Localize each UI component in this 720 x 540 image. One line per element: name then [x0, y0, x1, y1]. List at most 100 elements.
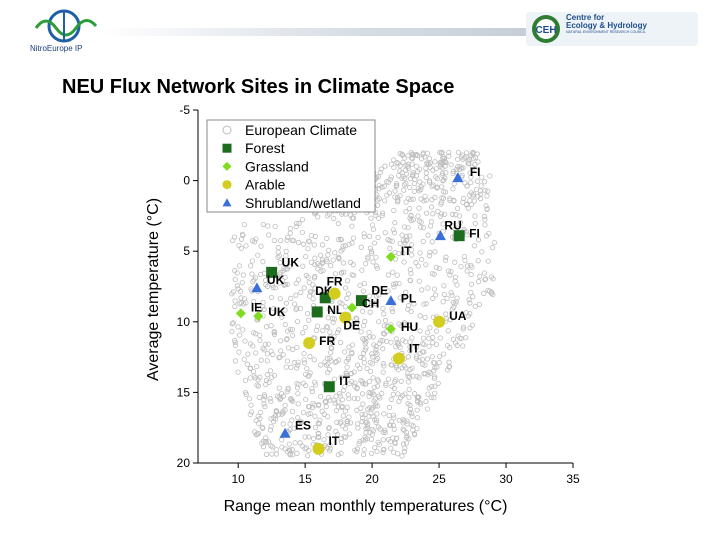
- climate-point: [416, 205, 422, 211]
- climate-point: [319, 257, 326, 263]
- climate-point: [264, 372, 270, 378]
- climate-point: [419, 349, 426, 355]
- climate-point: [373, 346, 379, 353]
- climate-point: [276, 385, 282, 391]
- climate-point: [439, 184, 445, 190]
- climate-point: [382, 163, 388, 169]
- climate-point: [271, 306, 277, 312]
- climate-point: [438, 162, 444, 168]
- climate-point: [445, 367, 451, 373]
- climate-point: [400, 295, 407, 301]
- climate-point: [410, 152, 416, 158]
- climate-point: [344, 295, 350, 301]
- climate-point: [331, 397, 337, 403]
- climate-point: [434, 364, 440, 370]
- climate-point: [440, 299, 446, 305]
- climate-point: [410, 170, 416, 176]
- climate-point: [380, 449, 386, 456]
- point-label: PL: [401, 292, 416, 306]
- climate-point: [344, 420, 351, 427]
- climate-point: [381, 311, 387, 317]
- climate-point: [439, 172, 445, 178]
- climate-point: [359, 411, 365, 417]
- climate-point: [345, 291, 352, 297]
- grassland-point: [235, 308, 246, 319]
- climate-point: [395, 197, 401, 203]
- climate-point: [386, 404, 393, 411]
- climate-point: [388, 445, 394, 451]
- climate-point: [235, 369, 241, 375]
- climate-point: [426, 343, 432, 349]
- climate-point: [439, 155, 446, 161]
- climate-point: [359, 391, 366, 397]
- climate-point: [236, 242, 242, 249]
- climate-point: [451, 304, 457, 310]
- climate-point: [379, 184, 385, 190]
- climate-point: [460, 326, 466, 332]
- climate-point: [483, 203, 489, 209]
- climate-point: [475, 258, 481, 264]
- climate-point: [303, 396, 309, 402]
- climate-point: [405, 370, 411, 376]
- climate-point: [361, 231, 367, 237]
- climate-point: [408, 212, 414, 218]
- climate-point: [432, 292, 439, 298]
- climate-point: [344, 278, 351, 284]
- climate-point: [240, 327, 246, 333]
- climate-point: [336, 256, 342, 262]
- climate-point: [299, 419, 305, 425]
- climate-point: [481, 179, 488, 185]
- climate-point: [316, 421, 322, 427]
- climate-point: [324, 259, 330, 265]
- climate-point: [426, 155, 433, 162]
- climate-point: [305, 246, 311, 252]
- climate-point: [420, 225, 427, 231]
- climate-point: [373, 293, 380, 299]
- climate-point: [335, 399, 341, 405]
- climate-point: [432, 374, 438, 380]
- climate-point: [260, 438, 266, 444]
- climate-point: [349, 349, 355, 355]
- climate-point: [375, 355, 381, 362]
- climate-point: [465, 205, 471, 211]
- climate-point: [409, 155, 415, 161]
- climate-point: [306, 404, 312, 410]
- climate-point: [478, 196, 484, 202]
- climate-point: [408, 270, 414, 277]
- climate-point: [407, 366, 413, 373]
- climate-point: [428, 394, 434, 401]
- climate-point: [307, 239, 313, 245]
- climate-point: [287, 225, 293, 232]
- climate-point: [284, 328, 291, 334]
- climate-point: [401, 187, 407, 193]
- climate-point: [293, 306, 299, 313]
- climate-point: [373, 357, 379, 363]
- climate-point: [429, 183, 435, 189]
- climate-point: [463, 150, 470, 156]
- climate-point: [487, 173, 493, 179]
- climate-point: [343, 358, 349, 365]
- climate-point: [439, 165, 445, 171]
- point-label: IE: [251, 300, 262, 314]
- climate-point: [432, 383, 438, 389]
- climate-point: [282, 274, 288, 280]
- climate-point: [397, 240, 403, 247]
- climate-point: [423, 262, 429, 268]
- climate-point: [283, 248, 289, 254]
- climate-point: [262, 277, 269, 283]
- climate-point: [310, 296, 316, 302]
- climate-point: [332, 271, 339, 277]
- climate-point: [438, 201, 444, 207]
- climate-point: [375, 424, 381, 430]
- climate-point: [310, 435, 317, 442]
- climate-point: [378, 337, 384, 344]
- climate-point: [282, 402, 288, 408]
- climate-point: [328, 344, 334, 351]
- climate-point: [399, 152, 406, 158]
- climate-point: [333, 358, 339, 365]
- climate-point: [284, 237, 290, 243]
- climate-point: [420, 361, 426, 367]
- climate-point: [287, 326, 293, 333]
- climate-point: [253, 417, 259, 424]
- nitroeurope-caption: NitroEurope IP: [30, 44, 83, 53]
